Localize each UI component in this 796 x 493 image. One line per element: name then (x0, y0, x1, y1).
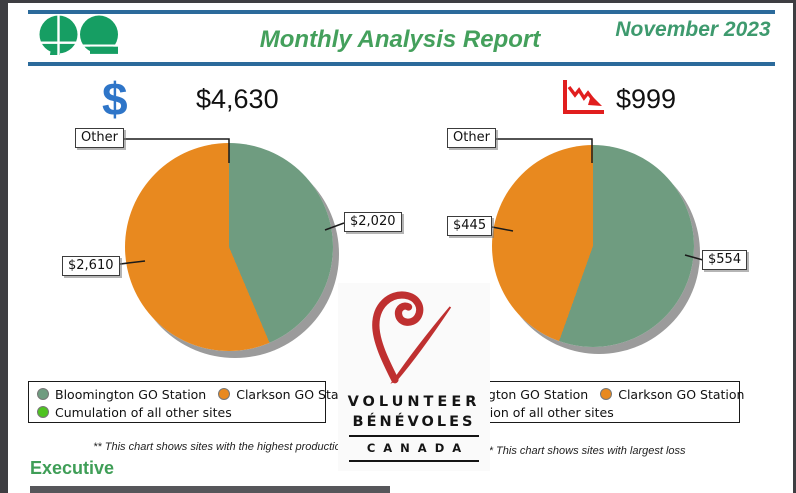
left-green-value-callout: $2,020 (344, 212, 402, 232)
legend-label-bloomington: Bloomington GO Station (55, 386, 207, 402)
right-chart-footnote: ** This chart shows sites with largest l… (484, 445, 686, 457)
declining-trend-icon (561, 79, 607, 122)
volunteer-heart-swirl-icon (355, 287, 473, 392)
header-rule-top (28, 10, 775, 14)
bottom-bar (30, 486, 390, 493)
left-chart-total: $4,630 (196, 84, 279, 114)
dollar-icon: $ (102, 73, 128, 125)
report-date: November 2023 (615, 18, 771, 41)
logo-divider (349, 460, 479, 462)
left-chart-legend: Bloomington GO Station Clarkson GO Stati… (28, 381, 362, 423)
legend-label-clarkson: Clarkson GO Station (236, 386, 363, 402)
header-rule-bottom (28, 62, 775, 66)
legend-label-other-sites: Cumulation of all other sites (55, 404, 232, 420)
window-left-edge (0, 0, 8, 493)
go-transit-logo-icon (38, 15, 124, 62)
left-chart-footnote: ** This chart shows sites with the highe… (93, 441, 347, 453)
right-other-callout: Other (447, 128, 496, 148)
benevoles-text: BÉNÉVOLES (352, 414, 476, 430)
window-top-edge (0, 0, 796, 3)
clarkson-legend-dot (218, 388, 231, 400)
bloomington-legend-dot (37, 388, 49, 400)
page-title: Monthly Analysis Report (259, 26, 541, 53)
left-pie-chart (125, 143, 333, 351)
right-pie-chart (492, 145, 694, 347)
volunteer-canada-logo: VOLUNTEER BÉNÉVOLES CANADA (338, 283, 490, 471)
right-green-value-callout: $554 (702, 250, 748, 270)
left-orange-value-callout: $2,610 (62, 256, 120, 276)
right-orange-value-callout: $445 (447, 216, 493, 236)
executive-section-label: Executive (30, 458, 115, 478)
volunteer-text: VOLUNTEER (347, 394, 481, 410)
canada-text: CANADA (366, 441, 470, 455)
window-right-edge (793, 0, 796, 493)
logo-divider (349, 435, 479, 437)
left-other-callout: Other (75, 128, 124, 148)
legend-label-clarkson: Clarkson GO Station (618, 386, 745, 402)
right-chart-total: $999 (616, 84, 677, 114)
clarkson-legend-dot (600, 388, 613, 400)
other-sites-legend-dot (37, 406, 49, 418)
